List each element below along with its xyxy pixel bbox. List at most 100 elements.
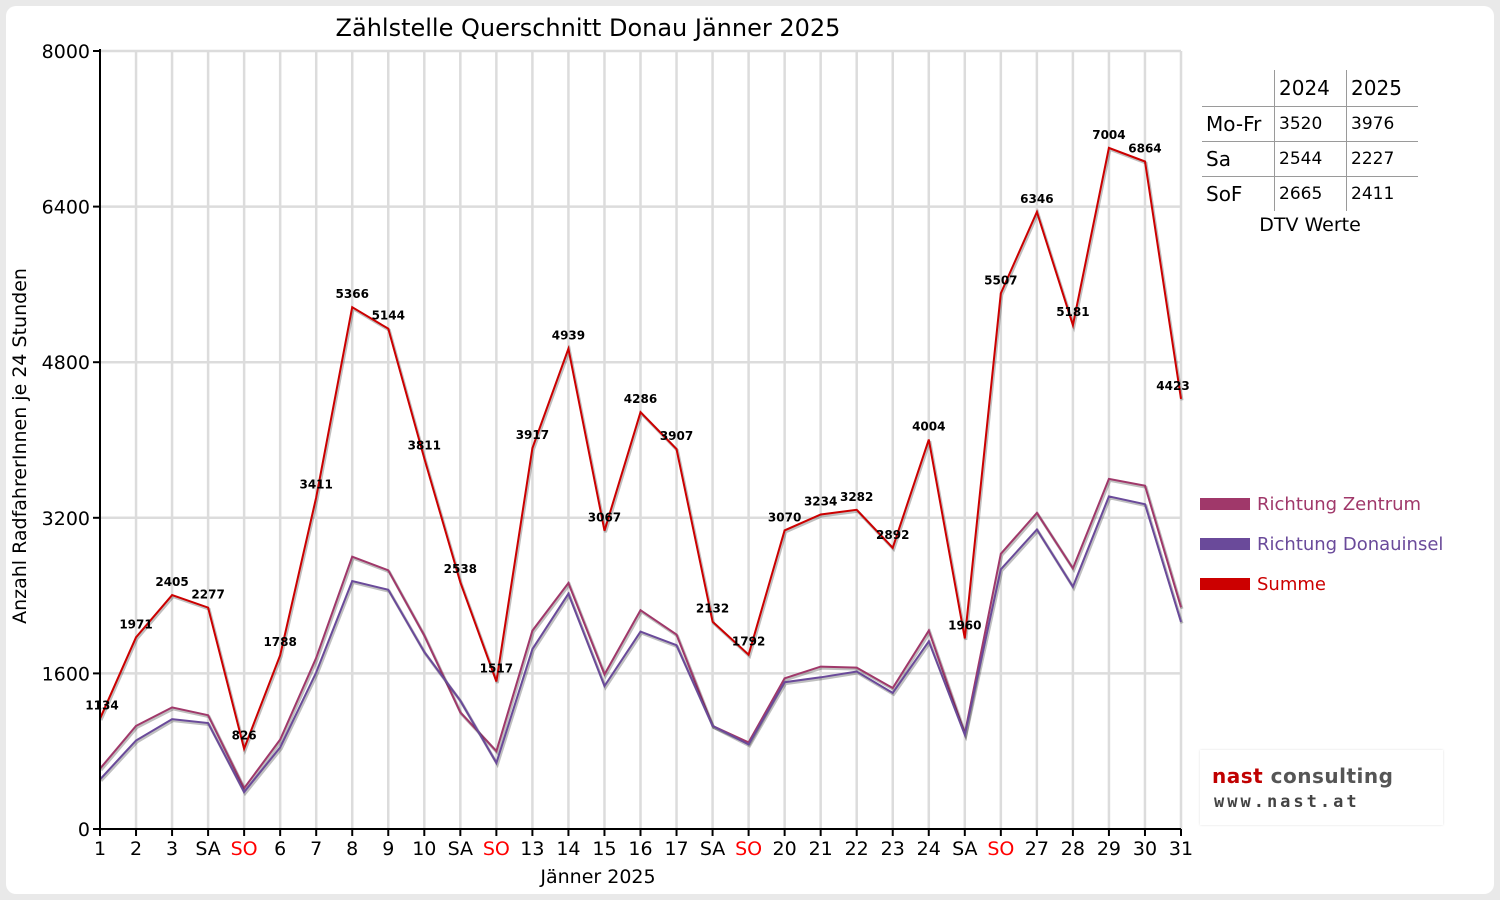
data-label: 5366 <box>336 287 369 301</box>
data-label: 5181 <box>1056 305 1089 319</box>
dtv-row-label: Mo-Fr <box>1202 106 1275 142</box>
data-label: 6346 <box>1020 192 1053 206</box>
data-label: 3411 <box>299 477 332 491</box>
x-tick-label: 13 <box>520 838 544 860</box>
legend: Richtung Zentrum Richtung Donauinsel Summe <box>1200 494 1443 595</box>
x-tick-label: 9 <box>382 838 394 860</box>
x-tick-label: 1 <box>94 838 106 860</box>
data-label: 1517 <box>480 661 513 675</box>
data-label: 2405 <box>155 575 188 589</box>
x-tick-label: 29 <box>1097 838 1121 860</box>
dtv-row: Mo-Fr 3520 3976 <box>1202 106 1418 142</box>
data-label: 1792 <box>732 635 765 649</box>
x-tick-label: 27 <box>1025 838 1049 860</box>
series-line-richtung-donauinsel <box>99 495 1182 794</box>
data-label: 3811 <box>408 438 441 452</box>
data-label: 3917 <box>516 428 549 442</box>
axes: 0 1600 3200 4800 6400 8000 1 2 3 SA SO 6 7 8 9 10 SA SO 13… <box>42 41 1193 860</box>
dtv-row-label: SoF <box>1202 176 1275 211</box>
data-label: 4423 <box>1156 379 1189 393</box>
x-tick-label: 24 <box>917 838 941 860</box>
logo-part-consulting: consulting <box>1263 764 1394 788</box>
x-tick-label: 10 <box>412 838 436 860</box>
data-label: 5507 <box>984 273 1017 287</box>
dtv-cell: 2544 <box>1273 141 1347 177</box>
series-lines <box>99 146 1184 797</box>
dtv-header-row: 2024 2025 <box>1202 70 1418 107</box>
data-label: 6864 <box>1128 141 1161 155</box>
y-tick-label: 6400 <box>42 197 90 219</box>
chart-title: Zählstelle Querschnitt Donau Jänner 2025 <box>336 14 841 42</box>
data-label: 826 <box>232 729 257 743</box>
data-label: 2277 <box>191 588 224 602</box>
x-tick-label: 15 <box>592 838 616 860</box>
legend-swatch <box>1200 498 1250 510</box>
x-tick-label: SO <box>987 838 1014 860</box>
data-label: 1788 <box>263 635 296 649</box>
data-label: 3070 <box>768 510 801 524</box>
data-label: 3067 <box>588 511 621 525</box>
x-tick-label: SA <box>448 838 473 860</box>
x-tick-label: 22 <box>845 838 869 860</box>
y-tick-label: 8000 <box>42 41 90 63</box>
x-tick-label: 3 <box>166 838 178 860</box>
data-label: 2132 <box>696 602 729 616</box>
data-label: 1134 <box>85 699 118 713</box>
legend-label: Richtung Zentrum <box>1257 494 1421 515</box>
nast-consulting-logo: nast consulting www.nast.at <box>1200 750 1443 825</box>
series-line-richtung-zentrum <box>99 477 1182 791</box>
line-chart: 0 1600 3200 4800 6400 8000 1 2 3 SA SO 6 7 8 9 10 SA SO 13… <box>9 14 1443 888</box>
dtv-corner <box>1202 70 1275 107</box>
data-label: 4004 <box>912 420 945 434</box>
x-tick-label: 21 <box>809 838 833 860</box>
data-label: 4939 <box>552 329 585 343</box>
y-tick-label: 3200 <box>42 508 90 530</box>
dtv-header-2025: 2025 <box>1346 70 1418 107</box>
legend-swatch <box>1200 578 1250 590</box>
logo-part-nast: nast <box>1212 764 1264 788</box>
x-tick-label: 17 <box>664 838 688 860</box>
dtv-table: 2024 2025 Mo-Fr 3520 3976 Sa 2544 2227 S… <box>1202 70 1418 211</box>
x-tick-label: SA <box>195 838 220 860</box>
data-label: 1960 <box>948 618 981 632</box>
dtv-cell: 2227 <box>1346 141 1418 177</box>
logo-url: www.nast.at <box>1214 792 1360 812</box>
x-tick-label: 31 <box>1169 838 1193 860</box>
logo-wordmark: nast consulting <box>1212 764 1393 788</box>
x-tick-label: 28 <box>1061 838 1085 860</box>
x-tick-label: 8 <box>346 838 358 860</box>
dtv-caption: DTV Werte <box>1259 214 1361 236</box>
y-axis-label: Anzahl RadfahrerInnen je 24 Stunden <box>9 268 31 624</box>
x-tick-label: 20 <box>773 838 797 860</box>
x-tick-label: SO <box>483 838 510 860</box>
x-tick-label: SO <box>735 838 762 860</box>
y-tick-label: 0 <box>78 819 90 841</box>
chart-frame: 0 1600 3200 4800 6400 8000 1 2 3 SA SO 6 7 8 9 10 SA SO 13… <box>6 6 1494 894</box>
x-tick-label: 30 <box>1133 838 1157 860</box>
dtv-row: SoF 2665 2411 <box>1202 176 1418 211</box>
x-tick-label: 23 <box>881 838 905 860</box>
data-label: 2892 <box>876 528 909 542</box>
dtv-cell: 3520 <box>1273 106 1347 142</box>
data-label: 1971 <box>119 617 152 631</box>
data-label: 4286 <box>624 392 657 406</box>
data-label: 3282 <box>840 490 873 504</box>
data-label: 3234 <box>804 494 837 508</box>
x-tick-label: 14 <box>556 838 580 860</box>
legend-label: Summe <box>1257 574 1326 595</box>
legend-label: Richtung Donauinsel <box>1257 534 1443 555</box>
data-label: 5144 <box>372 309 405 323</box>
x-tick-label: SA <box>700 838 725 860</box>
dtv-row-label: Sa <box>1202 141 1275 177</box>
data-label: 3907 <box>660 429 693 443</box>
dtv-header-2024: 2024 <box>1273 70 1347 107</box>
y-tick-label: 4800 <box>42 352 90 374</box>
dtv-row: Sa 2544 2227 <box>1202 141 1418 177</box>
x-tick-label: 7 <box>310 838 322 860</box>
series-shadow <box>99 496 1184 797</box>
x-tick-label: 6 <box>274 838 286 860</box>
dtv-cell: 2665 <box>1273 176 1347 211</box>
y-tick-label: 1600 <box>42 663 90 685</box>
data-label: 7004 <box>1092 128 1125 142</box>
